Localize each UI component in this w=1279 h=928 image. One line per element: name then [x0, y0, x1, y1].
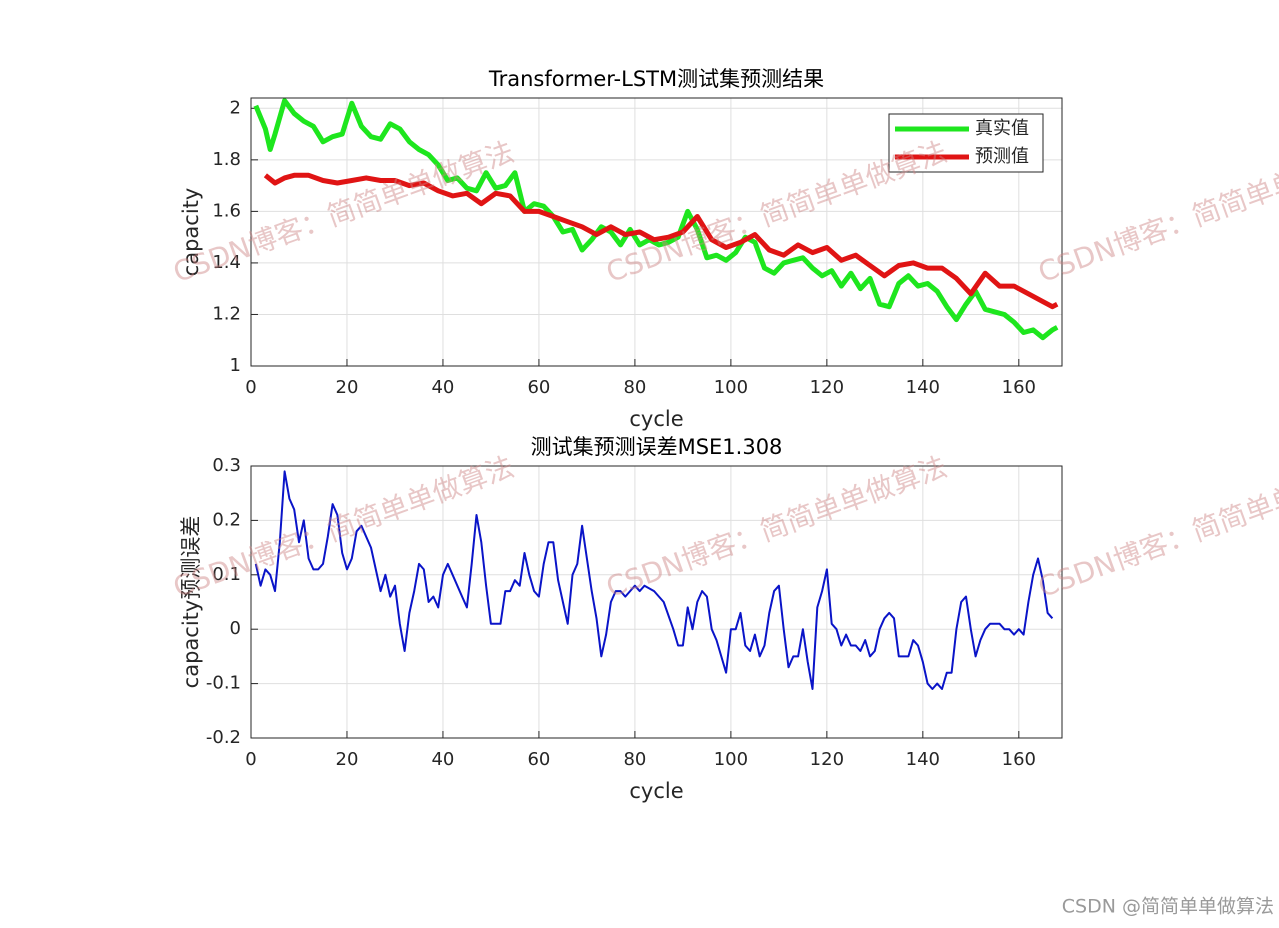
chart-title: 测试集预测误差MSE1.308 [531, 435, 783, 459]
x-tick-label: 80 [623, 377, 646, 398]
x-tick-label: 120 [810, 749, 844, 770]
x-tick-label: 20 [336, 749, 359, 770]
x-tick-label: 100 [714, 377, 748, 398]
y-tick-label: 1.4 [212, 252, 241, 273]
axes-box [250, 465, 1063, 739]
y-tick-label: 2 [230, 97, 241, 118]
plots: 0 20 40 60 80 100 120 140 160 1 1.2 1.4 1.6 1.8 2 Trans… [179, 67, 1063, 803]
y-tick-label: 0.3 [212, 455, 241, 476]
y-tick-label: 0.2 [212, 509, 241, 530]
x-tick-label: 40 [431, 749, 454, 770]
x-tick-label: 120 [810, 377, 844, 398]
footer: CSDN @简简单单做算法 [1062, 896, 1274, 918]
data-line [263, 172, 1059, 310]
legend-label: 真实值 [975, 118, 1029, 139]
x-tick-label: 160 [1002, 377, 1036, 398]
y-tick-label: -0.1 [206, 673, 241, 694]
y-tick-label: 1.2 [212, 303, 241, 324]
y-tick-label: 0.1 [212, 564, 241, 585]
x-axis-label: cycle [629, 779, 683, 803]
x-tick-label: 0 [245, 377, 256, 398]
x-axis-label: cycle [629, 407, 683, 431]
data-line [253, 98, 1059, 341]
y-tick-label: -0.2 [206, 727, 241, 748]
x-tick-label: 60 [527, 377, 550, 398]
axes: 0 20 40 60 80 100 120 140 160 1 1.2 1.4 1.6 1.8 2 Trans… [179, 67, 1063, 431]
x-tick-label: 40 [431, 377, 454, 398]
x-tick-label: 160 [1002, 749, 1036, 770]
x-tick-label: 140 [906, 377, 940, 398]
y-tick-label: 1 [230, 355, 241, 376]
axes: 0 20 40 60 80 100 120 140 160 -0.2 -0.1 0 0.1 0.2 0.3 测… [179, 435, 1063, 803]
y-axis-label: capacity预测误差 [179, 516, 203, 689]
x-tick-label: 60 [527, 749, 550, 770]
y-tick-label: 0 [230, 618, 241, 639]
x-tick-label: 140 [906, 749, 940, 770]
x-tick-label: 80 [623, 749, 646, 770]
axes-box [250, 97, 1063, 367]
data-line [254, 470, 1054, 690]
x-tick-label: 0 [245, 749, 256, 770]
y-tick-label: 1.8 [212, 149, 241, 170]
y-axis-label: capacity [179, 188, 203, 277]
x-tick-label: 20 [336, 377, 359, 398]
x-tick-label: 100 [714, 749, 748, 770]
legend-label: 预测值 [975, 146, 1029, 167]
legend-box [888, 113, 1044, 173]
plot-area [251, 466, 1062, 738]
chart-title: Transformer-LSTM测试集预测结果 [488, 67, 824, 91]
y-tick-label: 1.6 [212, 200, 241, 221]
